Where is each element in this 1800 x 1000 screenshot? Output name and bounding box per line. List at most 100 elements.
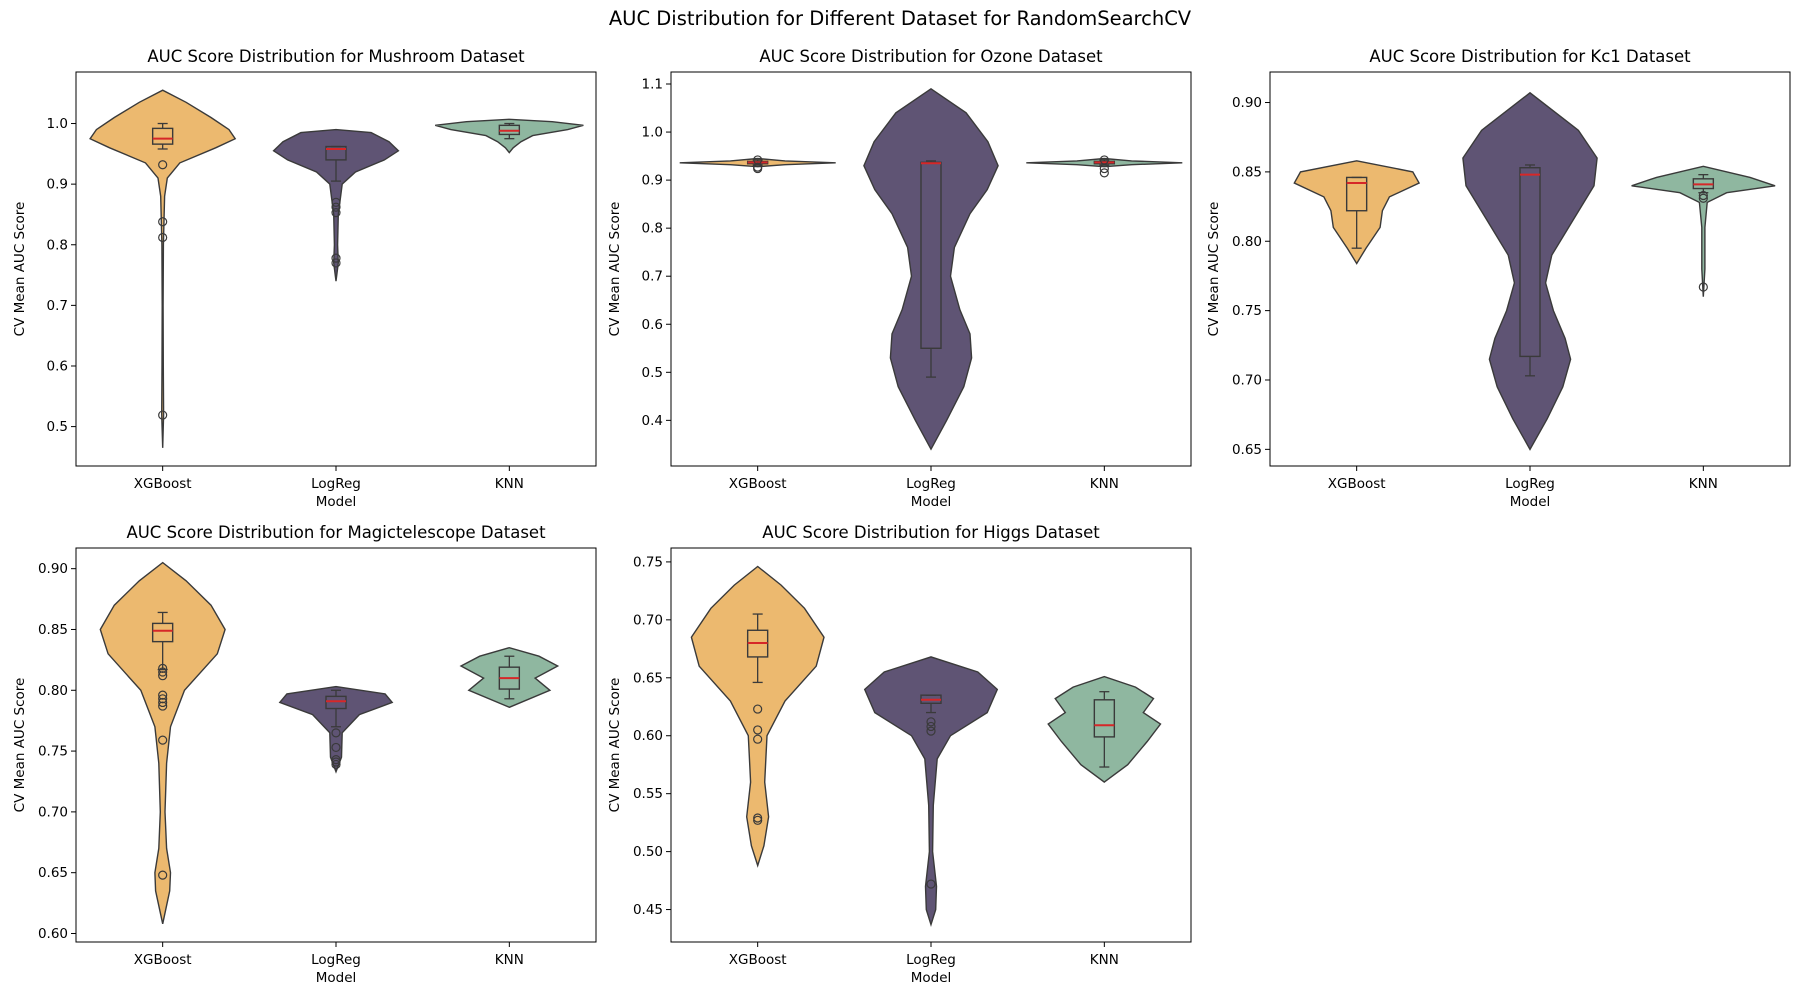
y-tick-label: 1.0 xyxy=(642,125,663,141)
outlier-point xyxy=(158,701,168,711)
violin-body-knn xyxy=(1047,675,1162,783)
outlier-point xyxy=(926,721,936,732)
violin-logreg xyxy=(1462,91,1598,451)
y-tick-label: 0.60 xyxy=(633,728,663,744)
outlier-point xyxy=(158,735,168,745)
outlier-point xyxy=(158,671,168,681)
outlier-point xyxy=(331,202,341,212)
x-axis-label: Model xyxy=(911,970,952,986)
panel-title: AUC Score Distribution for Mushroom Data… xyxy=(147,47,525,66)
outlier-point xyxy=(753,725,763,735)
outlier-point xyxy=(753,815,763,825)
y-axis-label: CV Mean AUC Score xyxy=(12,678,28,813)
x-tick-label: KNN xyxy=(495,952,524,968)
outlier-point xyxy=(331,208,341,218)
y-tick-label: 0.4 xyxy=(642,413,663,429)
violin-xgboost xyxy=(679,155,836,174)
y-tick-label: 0.70 xyxy=(1232,372,1262,388)
y-tick-label: 1.0 xyxy=(47,116,68,132)
y-axis-label: CV Mean AUC Score xyxy=(607,202,623,337)
x-axis-label: Model xyxy=(316,494,357,510)
outlier-point xyxy=(753,813,763,823)
outlier-point xyxy=(331,728,341,738)
iqr-box xyxy=(151,622,174,643)
y-tick-label: 0.65 xyxy=(1232,442,1262,458)
chart-panel-5: AUC Score Distribution for Higgs Dataset… xyxy=(607,523,1192,986)
outlier-point xyxy=(158,232,168,243)
violin-xgboost xyxy=(89,89,237,448)
violin-knn xyxy=(435,118,584,154)
x-tick-label: XGBoost xyxy=(1328,476,1386,492)
outlier-point xyxy=(158,217,168,227)
outlier-point xyxy=(1099,163,1109,174)
outlier-point xyxy=(158,410,168,420)
outlier-point xyxy=(331,197,341,207)
chart-panel-1: AUC Score Distribution for Mushroom Data… xyxy=(12,47,597,510)
outlier-point xyxy=(1698,282,1708,292)
y-tick-label: 0.80 xyxy=(1232,234,1262,250)
x-tick-label: KNN xyxy=(495,476,524,492)
y-tick-label: 0.65 xyxy=(38,865,68,881)
y-axis-label: CV Mean AUC Score xyxy=(1206,202,1222,337)
violin-xgboost xyxy=(99,561,226,924)
outlier-point xyxy=(331,759,341,770)
outlier-point xyxy=(753,704,763,714)
y-tick-label: 0.90 xyxy=(38,561,68,577)
y-tick-label: 0.6 xyxy=(642,317,663,333)
y-tick-label: 0.70 xyxy=(38,804,68,820)
outlier-point xyxy=(331,757,341,767)
iqr-box xyxy=(325,145,347,161)
panel-title: AUC Score Distribution for Ozone Dataset xyxy=(759,47,1103,66)
iqr-box xyxy=(151,127,174,145)
violin-xgboost xyxy=(1293,160,1421,265)
violin-body-xgboost xyxy=(690,565,825,868)
y-tick-label: 0.75 xyxy=(38,744,68,760)
y-tick-label: 0.9 xyxy=(47,177,68,193)
outlier-point xyxy=(1099,155,1109,165)
panel-title: AUC Score Distribution for Kc1 Dataset xyxy=(1369,47,1691,66)
outlier-point xyxy=(158,697,168,708)
y-tick-label: 0.75 xyxy=(633,554,663,570)
outlier-point xyxy=(926,717,936,727)
x-tick-label: KNN xyxy=(1090,952,1119,968)
outlier-point xyxy=(331,742,341,753)
violin-body-logreg xyxy=(1462,91,1598,451)
y-tick-label: 0.75 xyxy=(1232,303,1262,319)
outlier-point xyxy=(753,163,763,174)
violin-logreg xyxy=(863,87,999,451)
y-tick-label: 0.5 xyxy=(642,365,663,381)
y-tick-label: 0.85 xyxy=(38,622,68,638)
y-tick-label: 0.85 xyxy=(1232,164,1262,180)
x-tick-label: KNN xyxy=(1090,476,1119,492)
y-tick-label: 0.7 xyxy=(47,298,68,314)
x-tick-label: XGBoost xyxy=(729,952,787,968)
y-tick-label: 0.6 xyxy=(47,358,68,374)
x-tick-label: LogReg xyxy=(906,476,956,492)
y-tick-label: 1.1 xyxy=(642,77,663,93)
y-tick-label: 0.55 xyxy=(633,786,663,802)
violin-logreg xyxy=(278,685,394,774)
x-tick-label: XGBoost xyxy=(729,476,787,492)
outlier-point xyxy=(926,726,936,736)
violin-logreg xyxy=(272,128,400,282)
y-tick-label: 0.50 xyxy=(633,844,663,860)
y-tick-label: 0.90 xyxy=(1232,95,1262,111)
x-tick-label: XGBoost xyxy=(134,952,192,968)
violin-knn xyxy=(1631,165,1776,297)
violin-body-knn xyxy=(1631,165,1776,297)
chart-panel-4: AUC Score Distribution for Magictelescop… xyxy=(12,523,597,986)
violin-knn xyxy=(459,646,560,709)
iqr-box xyxy=(1345,176,1368,212)
violin-knn xyxy=(1047,675,1162,783)
y-axis-label: CV Mean AUC Score xyxy=(607,678,623,813)
outlier-point xyxy=(331,754,341,765)
outlier-point xyxy=(331,253,341,263)
y-tick-label: 0.9 xyxy=(642,173,663,189)
iqr-box xyxy=(1093,699,1116,738)
outlier-point xyxy=(753,155,763,165)
y-tick-label: 0.60 xyxy=(38,926,68,942)
violin-xgboost xyxy=(690,565,825,868)
chart-panel-2: AUC Score Distribution for Ozone Dataset… xyxy=(607,47,1192,510)
violin-body-xgboost xyxy=(99,561,226,924)
